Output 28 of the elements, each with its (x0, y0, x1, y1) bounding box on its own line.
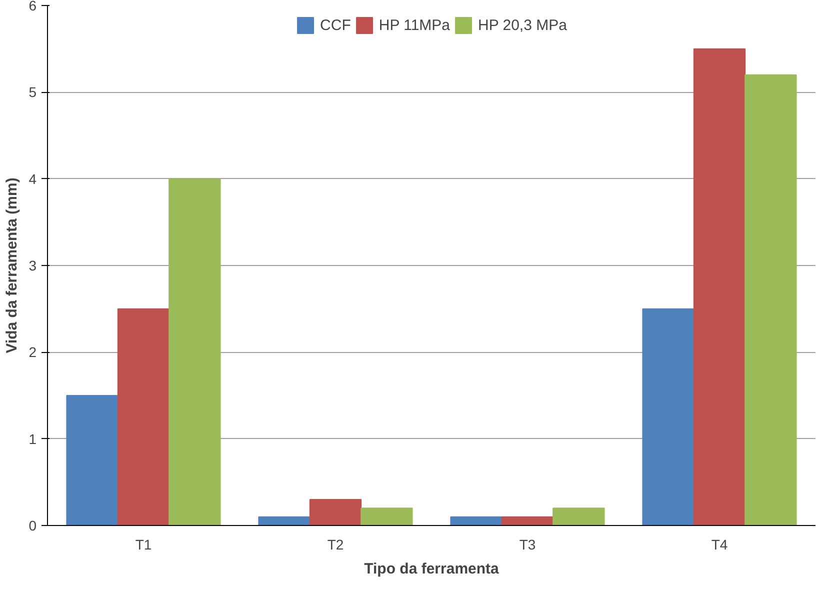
y-tick-label: 0 (28, 518, 37, 534)
y-tick-label: 4 (28, 170, 37, 187)
bar (642, 308, 694, 526)
x-tick-label: T1 (135, 536, 152, 552)
bar (501, 516, 554, 526)
bar (360, 508, 413, 526)
legend-label: HP 11MPa (378, 16, 450, 34)
bar (744, 74, 797, 526)
x-tick-label: T3 (519, 536, 536, 552)
bar (693, 48, 746, 526)
bar (450, 516, 502, 526)
x-tick-label: T2 (327, 536, 344, 552)
bar (258, 516, 310, 526)
bar (168, 178, 221, 526)
bar (309, 499, 362, 526)
y-tick-label: 3 (28, 258, 37, 274)
y-tick-label: 5 (28, 84, 37, 100)
x-axis-title: Tipo da ferramenta (364, 560, 500, 578)
x-tick-label: T4 (711, 536, 728, 552)
bar (552, 508, 605, 526)
y-axis-title: Vida da ferramenta (mm) (4, 178, 21, 354)
y-tick-label: 6 (28, 0, 37, 14)
y-tick-label: 1 (28, 430, 37, 447)
legend-label: CCF (320, 16, 351, 34)
bar (66, 395, 118, 526)
bar (117, 308, 170, 526)
y-tick-label: 2 (28, 344, 37, 360)
legend-label: HP 20,3 MPa (478, 16, 567, 34)
